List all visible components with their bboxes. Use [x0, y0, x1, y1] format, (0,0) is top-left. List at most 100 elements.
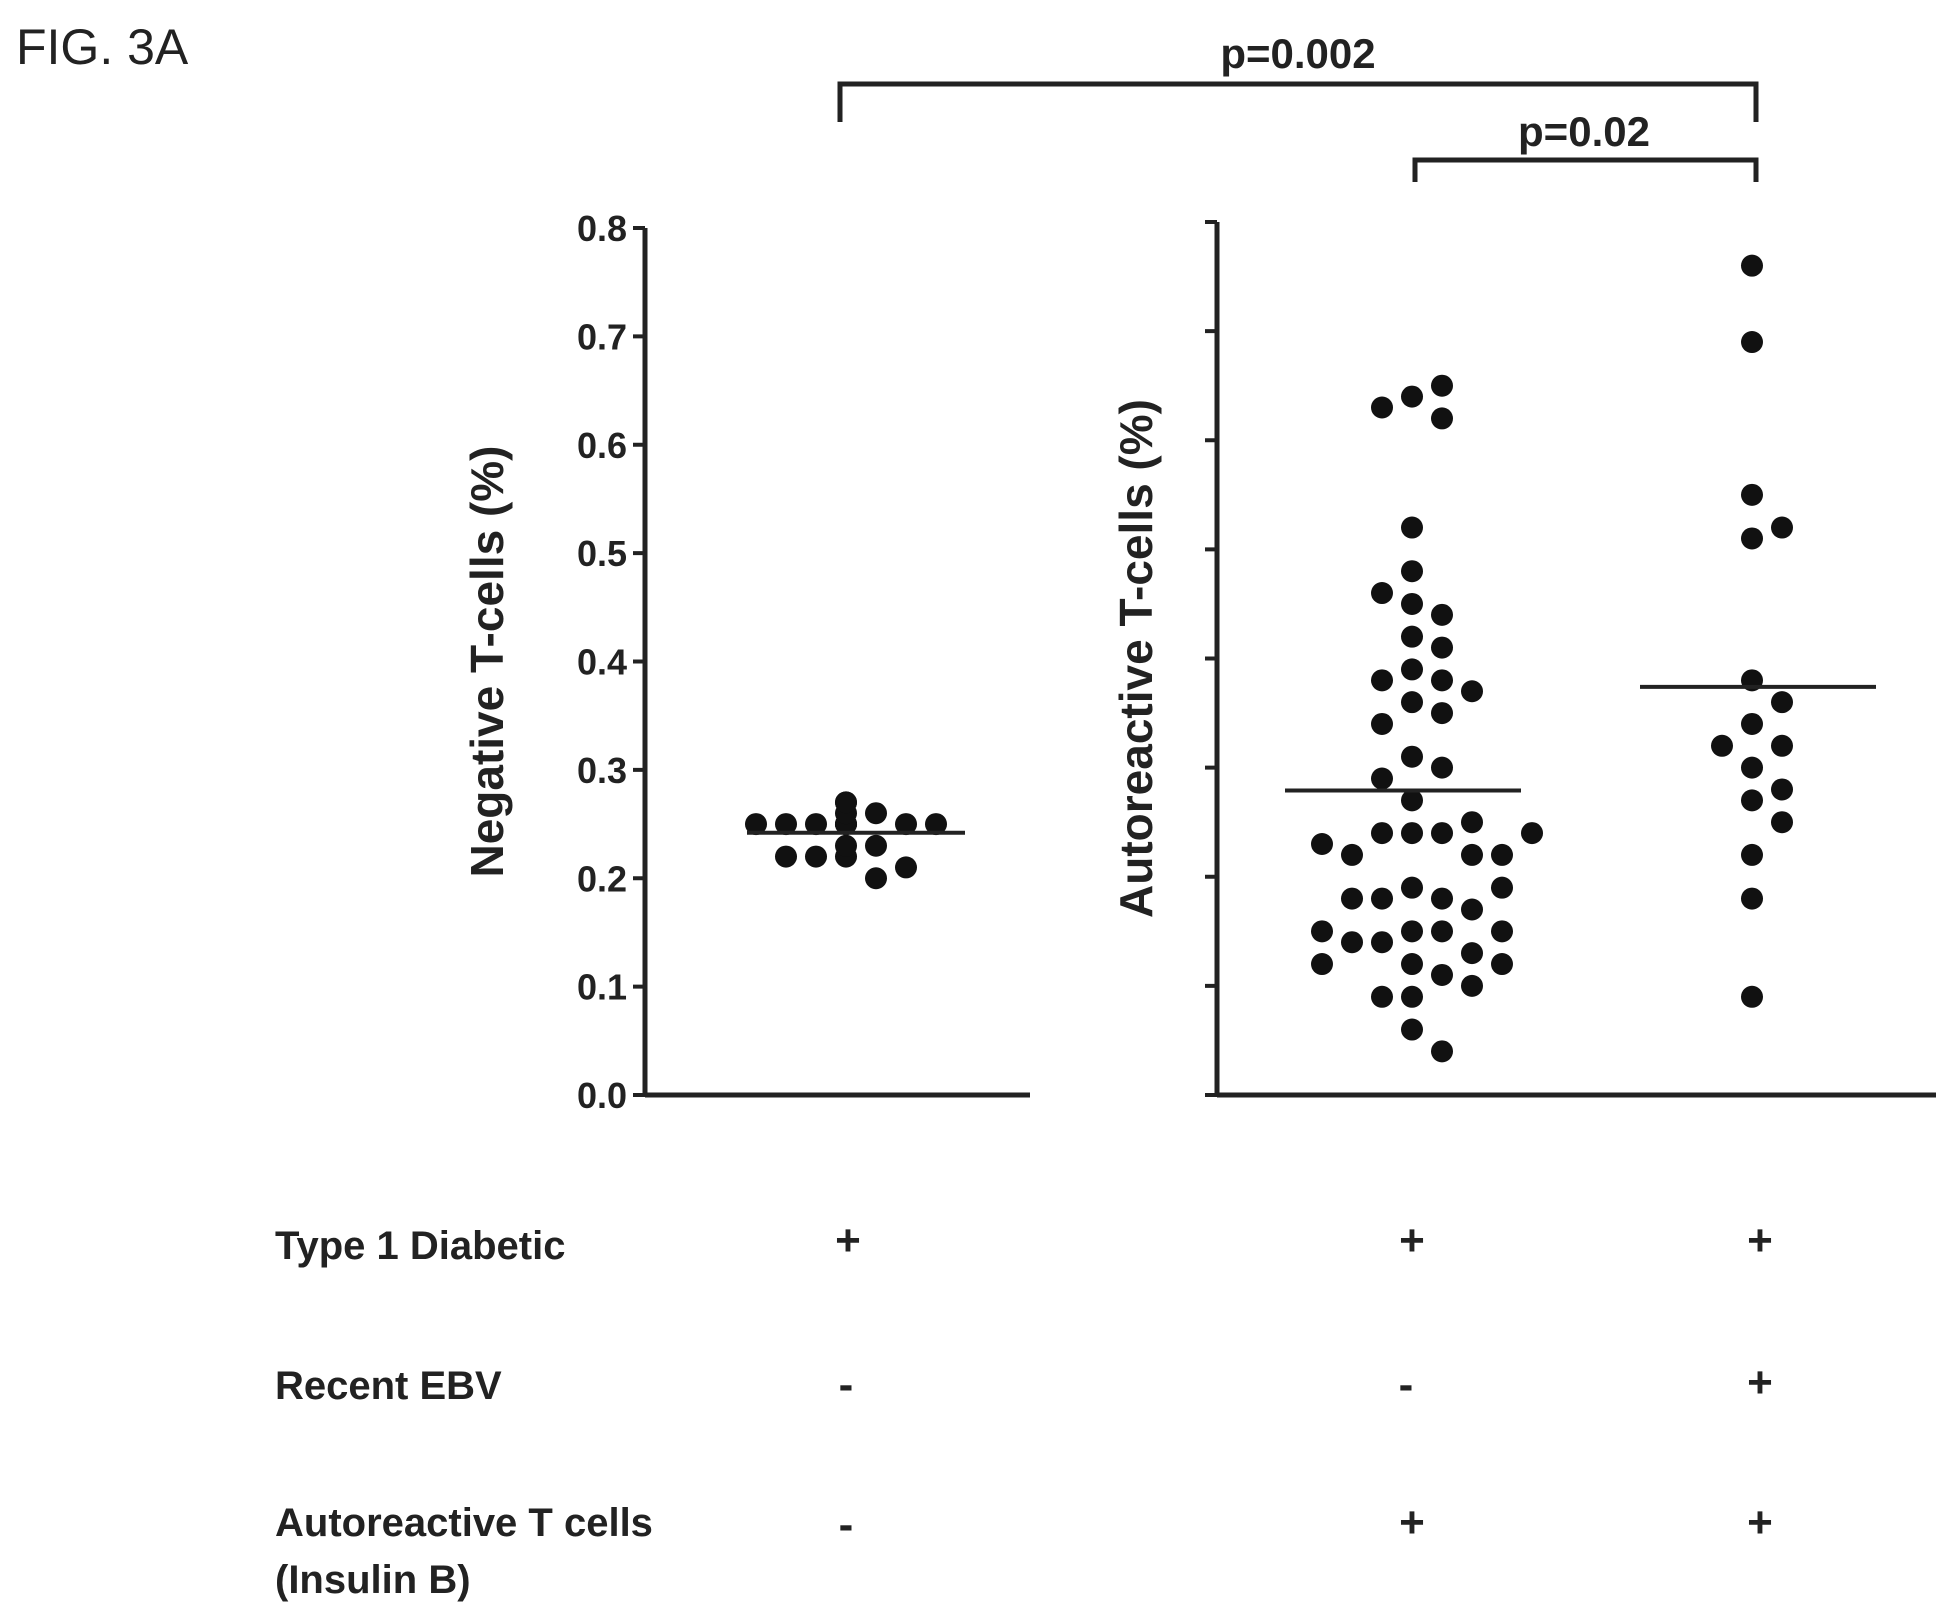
data-point	[1431, 374, 1453, 397]
data-point	[1771, 811, 1793, 834]
data-point	[1741, 331, 1763, 354]
data-point	[1741, 985, 1763, 1008]
data-point	[1491, 876, 1513, 899]
data-point	[835, 791, 857, 814]
data-point	[1771, 516, 1793, 539]
data-point	[1741, 527, 1763, 550]
data-point	[1311, 920, 1333, 943]
row-label-autoreactive: Autoreactive T cells	[275, 1501, 653, 1545]
data-point	[1401, 625, 1423, 648]
mark-type1-group2: +	[1399, 1216, 1425, 1265]
data-point	[1741, 254, 1763, 277]
data-point	[1371, 887, 1393, 910]
mark-ebv-group2: -	[1398, 1360, 1414, 1409]
data-point	[775, 813, 797, 836]
data-point	[1461, 843, 1483, 866]
data-point	[1311, 833, 1333, 856]
y-tick-label: 0.3	[577, 750, 627, 791]
y-tick-label: 0.0	[577, 1075, 627, 1116]
data-point	[1741, 712, 1763, 735]
y-tick-label: 0.1	[577, 967, 627, 1008]
data-point	[805, 845, 827, 868]
data-point	[1371, 396, 1393, 419]
data-point	[1771, 734, 1793, 757]
data-point	[1401, 789, 1423, 812]
row-label-recent-ebv: Recent EBV	[275, 1364, 502, 1408]
data-point	[865, 867, 887, 890]
data-point	[1461, 974, 1483, 997]
data-point	[1431, 920, 1453, 943]
data-point	[1431, 702, 1453, 725]
data-point	[1491, 920, 1513, 943]
data-point	[1401, 560, 1423, 583]
data-point	[1401, 920, 1423, 943]
data-point	[1461, 680, 1483, 703]
data-point	[1401, 691, 1423, 714]
data-point	[1371, 582, 1393, 605]
data-point	[1401, 385, 1423, 408]
data-point	[1431, 887, 1453, 910]
mark-type1-group1: +	[835, 1216, 861, 1265]
data-point	[1431, 603, 1453, 626]
data-point	[1521, 822, 1543, 845]
data-point	[1401, 876, 1423, 899]
data-point	[925, 813, 947, 836]
mark-autoreactive-group2: +	[1399, 1498, 1425, 1547]
mark-ebv-group1: -	[838, 1360, 854, 1409]
p-value-label: p=0.02	[1518, 108, 1650, 155]
y-axis-label-2: Autoreactive T-cells (%)	[1110, 399, 1162, 918]
data-point	[835, 834, 857, 857]
data-point	[1371, 822, 1393, 845]
significance-bracket	[1412, 157, 1759, 182]
data-point	[1371, 931, 1393, 954]
data-point	[805, 813, 827, 836]
data-point	[1401, 516, 1423, 539]
data-point	[1711, 734, 1733, 757]
y-tick-label: 0.5	[577, 533, 627, 574]
mark-autoreactive-group1: -	[838, 1500, 854, 1549]
data-point	[1401, 658, 1423, 681]
data-point	[1341, 887, 1363, 910]
data-point	[865, 834, 887, 857]
data-point	[1741, 756, 1763, 779]
data-point	[1461, 811, 1483, 834]
mark-type1-group3: +	[1747, 1216, 1773, 1265]
data-point	[1401, 822, 1423, 845]
data-point	[745, 813, 767, 836]
y-tick-label: 0.7	[577, 316, 627, 357]
data-point	[1431, 636, 1453, 659]
data-point	[1431, 669, 1453, 692]
data-point	[775, 845, 797, 868]
data-point	[1401, 592, 1423, 615]
row-label-type1-diabetic: Type 1 Diabetic	[275, 1224, 566, 1268]
data-point	[1771, 778, 1793, 801]
data-point	[1401, 1018, 1423, 1041]
data-point	[1741, 789, 1763, 812]
mark-ebv-group3: +	[1747, 1358, 1773, 1407]
y-tick-label: 0.8	[577, 208, 627, 249]
mark-autoreactive-group3: +	[1747, 1498, 1773, 1547]
data-point	[1431, 963, 1453, 986]
data-point	[895, 856, 917, 879]
p-value-label: p=0.002	[1220, 30, 1375, 77]
data-point	[1461, 942, 1483, 965]
data-point	[1371, 985, 1393, 1008]
data-point	[1491, 953, 1513, 976]
data-point	[1741, 843, 1763, 866]
data-point	[1341, 843, 1363, 866]
data-point	[1741, 887, 1763, 910]
data-point	[1431, 407, 1453, 430]
data-point	[1401, 953, 1423, 976]
data-point	[1371, 712, 1393, 735]
data-point	[1431, 1040, 1453, 1063]
y-tick-label: 0.6	[577, 425, 627, 466]
data-point	[1491, 843, 1513, 866]
data-point	[865, 802, 887, 825]
figure-label: FIG. 3A	[16, 19, 189, 75]
data-point	[895, 813, 917, 836]
data-point	[1771, 691, 1793, 714]
significance-bracket	[837, 81, 1759, 122]
row-label-autoreactive-line2: (Insulin B)	[275, 1558, 471, 1602]
